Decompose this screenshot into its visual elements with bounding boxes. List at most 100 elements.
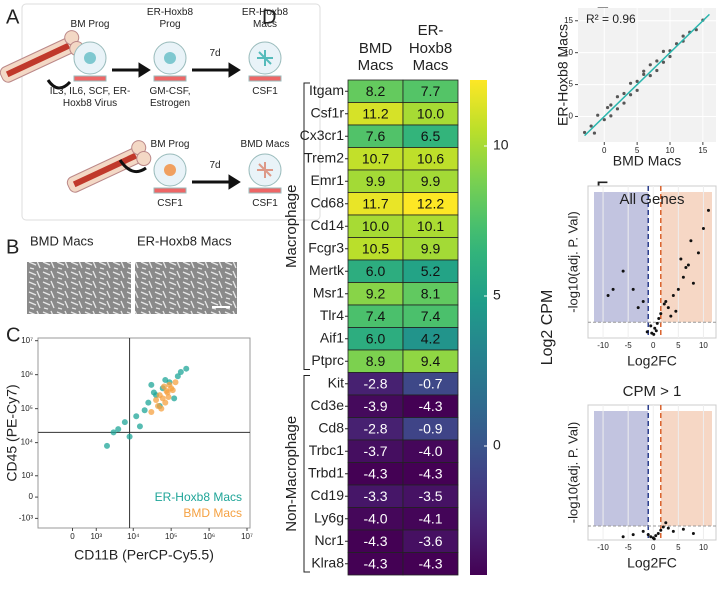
cell-label: -4.3 bbox=[363, 555, 387, 571]
row-label: Trbc1 bbox=[309, 442, 344, 458]
point bbox=[158, 405, 165, 412]
point bbox=[676, 287, 680, 291]
micrograph-label: BMD Macs bbox=[30, 233, 94, 248]
diagram-label: BM Prog bbox=[71, 19, 110, 30]
point bbox=[636, 306, 640, 310]
diagram-label: ER-Hoxb8 Macs bbox=[241, 7, 289, 30]
point bbox=[153, 396, 160, 403]
cell-label: -2.8 bbox=[363, 420, 387, 436]
point bbox=[646, 533, 650, 537]
x-axis-label: Log2FC bbox=[627, 555, 677, 571]
point bbox=[183, 365, 190, 372]
point bbox=[655, 59, 659, 63]
x-tick-label: 10⁶ bbox=[203, 532, 215, 541]
diagram-label: GM-CSF, Estrogen bbox=[149, 86, 190, 109]
row-label: Cd14 bbox=[311, 217, 345, 233]
row-label: Klra8 bbox=[311, 554, 344, 570]
x-tick-label: 10⁵ bbox=[165, 532, 177, 541]
row-label: Csf1r bbox=[311, 104, 345, 120]
point bbox=[165, 394, 172, 401]
point bbox=[162, 399, 169, 406]
point bbox=[582, 130, 587, 135]
point bbox=[136, 423, 143, 430]
chart-title: CPM > 1 bbox=[623, 383, 682, 400]
y-tick-label: -10³ bbox=[19, 514, 34, 523]
y-tick-label: 10⁷ bbox=[21, 336, 33, 345]
point bbox=[659, 312, 663, 316]
x-tick-label: 10⁷ bbox=[241, 532, 253, 541]
diagram-label: ER-Hoxb8 Macs bbox=[241, 7, 289, 30]
point bbox=[621, 535, 625, 539]
point bbox=[110, 429, 117, 436]
cell-label: -4.3 bbox=[363, 533, 387, 549]
point bbox=[621, 269, 625, 273]
point bbox=[145, 399, 152, 406]
point bbox=[655, 68, 659, 73]
cell-label: -3.5 bbox=[418, 488, 442, 504]
panel-label: B bbox=[6, 236, 19, 258]
legend-label: BMD Macs bbox=[183, 506, 242, 520]
cell-label: 5.2 bbox=[421, 263, 441, 279]
point bbox=[156, 392, 163, 399]
point bbox=[628, 93, 633, 97]
point bbox=[615, 107, 620, 111]
row-label: Fcgr3 bbox=[308, 239, 344, 255]
diagram-label: 7d bbox=[209, 160, 221, 171]
cell-label: -4.3 bbox=[418, 465, 442, 481]
down-region bbox=[594, 411, 649, 526]
x-tick-label: -5 bbox=[625, 341, 633, 350]
point bbox=[666, 306, 670, 310]
micrograph bbox=[135, 262, 237, 314]
diagram-label: 7d bbox=[209, 48, 221, 59]
cell-label: -3.7 bbox=[363, 443, 387, 459]
point bbox=[622, 91, 626, 96]
diagram-label: CSF1 bbox=[157, 198, 183, 209]
point bbox=[686, 263, 690, 267]
diagram-label: ER-Hoxb8 Prog bbox=[146, 7, 194, 30]
point bbox=[605, 105, 610, 110]
point bbox=[115, 426, 122, 433]
y-tick-label: 10³ bbox=[21, 471, 33, 480]
micrograph bbox=[27, 262, 131, 314]
y-tick-label: 10⁶ bbox=[21, 370, 33, 379]
heat-cell bbox=[402, 552, 459, 576]
group-label: Macrophage bbox=[283, 185, 300, 268]
group-label: Non-Macrophage bbox=[283, 416, 300, 532]
x-tick-label: 15 bbox=[698, 146, 707, 155]
cell-label: 8.1 bbox=[421, 285, 441, 301]
diagram-label: 7d bbox=[209, 160, 221, 171]
point bbox=[171, 395, 178, 402]
cell-label: 4.2 bbox=[421, 330, 441, 346]
x-axis-label: BMD Macs bbox=[613, 153, 681, 169]
cell-label: 9.9 bbox=[421, 173, 441, 189]
x-tick-label: 10³ bbox=[90, 532, 102, 541]
cell-label: 8.2 bbox=[366, 83, 386, 99]
point bbox=[696, 251, 700, 255]
point bbox=[641, 300, 645, 304]
point bbox=[628, 81, 633, 85]
point bbox=[706, 208, 710, 212]
column-header: BMD Macs bbox=[357, 39, 394, 74]
point bbox=[631, 533, 635, 537]
cell-label: -3.9 bbox=[363, 398, 387, 414]
diagram-label: CSF1 bbox=[157, 198, 183, 209]
x-tick-label: 10 bbox=[699, 341, 708, 350]
y-tick-label: 5 bbox=[569, 80, 574, 89]
x-tick-label: 0 bbox=[70, 532, 75, 541]
point bbox=[666, 526, 670, 530]
up-region bbox=[660, 192, 712, 323]
bone-top bbox=[0, 30, 85, 83]
point bbox=[662, 302, 666, 306]
point bbox=[162, 376, 169, 383]
point bbox=[589, 124, 593, 128]
x-tick-label: 10 bbox=[666, 146, 675, 155]
row-label: Tlr4 bbox=[320, 307, 344, 323]
row-label: Mertk bbox=[309, 262, 345, 278]
column-header: BMD Macs bbox=[357, 39, 394, 74]
cell-label: -4.3 bbox=[418, 398, 442, 414]
point bbox=[609, 103, 613, 107]
x-tick-label: 5 bbox=[676, 341, 681, 350]
cell-label: -4.1 bbox=[418, 510, 442, 526]
row-label: Aif1 bbox=[320, 329, 344, 345]
colorbar bbox=[470, 80, 487, 575]
